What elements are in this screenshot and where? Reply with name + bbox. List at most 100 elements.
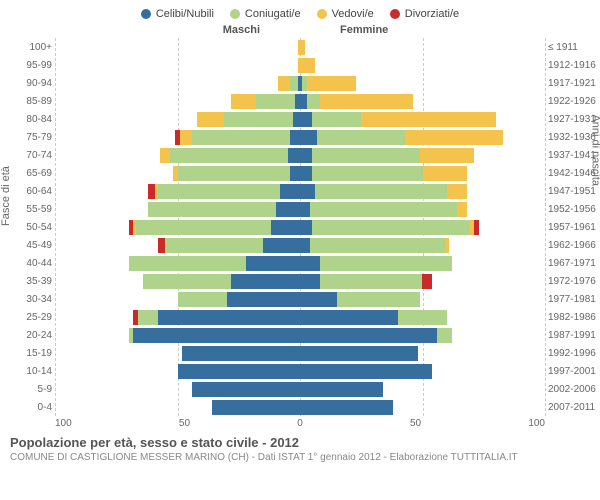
bar-segment [310, 202, 457, 217]
pyramid-row: 80-841927-1931 [55, 110, 545, 128]
birth-year-label: 1997-2001 [548, 366, 600, 377]
birth-year-label: 2007-2011 [548, 402, 600, 413]
female-bar [300, 130, 545, 145]
pyramid-row: 35-391972-1976 [55, 272, 545, 290]
bar-segment [300, 382, 383, 397]
birth-year-label: ≤ 1911 [548, 42, 600, 53]
bar-segment [422, 274, 432, 289]
age-label: 80-84 [12, 114, 52, 125]
bar-segment [271, 220, 300, 235]
age-label: 20-24 [12, 330, 52, 341]
bar-segment [288, 148, 300, 163]
bar-segment [290, 76, 297, 91]
male-bar [55, 274, 300, 289]
pyramid-row: 30-341977-1981 [55, 290, 545, 308]
female-bar [300, 328, 545, 343]
age-label: 75-79 [12, 132, 52, 143]
bar-segment [263, 238, 300, 253]
age-label: 30-34 [12, 294, 52, 305]
legend-item: Vedovi/e [317, 8, 374, 20]
x-tick: 50 [179, 418, 190, 429]
legend: Celibi/Nubili Coniugati/e Vedovi/e Divorzia… [0, 0, 600, 24]
male-bar [55, 382, 300, 397]
header-male: Maschi [55, 24, 300, 36]
x-tick: 100 [528, 418, 545, 429]
age-label: 40-44 [12, 258, 52, 269]
female-bar [300, 202, 545, 217]
male-bar [55, 220, 300, 235]
bar-segment [423, 166, 467, 181]
age-label: 45-49 [12, 240, 52, 251]
age-label: 95-99 [12, 60, 52, 71]
legend-item: Coniugati/e [230, 8, 301, 20]
birth-year-label: 1932-1936 [548, 132, 600, 143]
birth-year-label: 1922-1926 [548, 96, 600, 107]
birth-year-label: 1987-1991 [548, 330, 600, 341]
female-bar [300, 220, 545, 235]
male-bar [55, 292, 300, 307]
bar-segment [276, 202, 301, 217]
bar-segment [160, 148, 170, 163]
bar-segment [290, 166, 300, 181]
birth-year-label: 1917-1921 [548, 78, 600, 89]
bar-segment [398, 310, 447, 325]
bar-segment [307, 76, 356, 91]
male-bar [55, 76, 300, 91]
bar-segment [300, 202, 310, 217]
legend-label: Divorziati/e [405, 8, 459, 20]
bar-segment [278, 76, 290, 91]
pyramid-row: 95-991912-1916 [55, 56, 545, 74]
bar-segment [445, 238, 450, 253]
birth-year-label: 1952-1956 [548, 204, 600, 215]
legend-label: Celibi/Nubili [156, 8, 214, 20]
pyramid-row: 50-541957-1961 [55, 218, 545, 236]
bar-segment [317, 130, 405, 145]
pyramid-row: 20-241987-1991 [55, 326, 545, 344]
birth-year-label: 1977-1981 [548, 294, 600, 305]
male-bar [55, 58, 300, 73]
pyramid-row: 0-42007-2011 [55, 398, 545, 416]
female-bar [300, 94, 545, 109]
legend-swatch [141, 9, 151, 19]
pyramid-row: 75-791932-1936 [55, 128, 545, 146]
pyramid-row: 15-191992-1996 [55, 344, 545, 362]
bar-segment [178, 364, 301, 379]
male-bar [55, 310, 300, 325]
age-label: 60-64 [12, 186, 52, 197]
bar-segment [315, 184, 447, 199]
female-bar [300, 256, 545, 271]
age-label: 0-4 [12, 402, 52, 413]
birth-year-label: 1937-1941 [548, 150, 600, 161]
bar-segment [148, 202, 275, 217]
age-label: 5-9 [12, 384, 52, 395]
legend-label: Coniugati/e [245, 8, 301, 20]
footer: Popolazione per età, sesso e stato civil… [0, 429, 600, 463]
male-bar [55, 364, 300, 379]
age-label: 10-14 [12, 366, 52, 377]
birth-year-label: 1967-1971 [548, 258, 600, 269]
pyramid-row: 55-591952-1956 [55, 200, 545, 218]
male-bar [55, 400, 300, 415]
female-bar [300, 112, 545, 127]
bar-segment [300, 274, 320, 289]
pyramid-row: 70-741937-1941 [55, 146, 545, 164]
bar-segment [192, 130, 290, 145]
bar-segment [307, 94, 319, 109]
bar-segment [158, 310, 300, 325]
male-bar [55, 184, 300, 199]
bar-segment [290, 130, 300, 145]
bar-segment [300, 220, 312, 235]
bar-segment [300, 238, 310, 253]
female-bar [300, 310, 545, 325]
bar-segment [197, 112, 224, 127]
bar-segment [474, 220, 479, 235]
female-bar [300, 292, 545, 307]
bar-segment [320, 94, 413, 109]
age-label: 50-54 [12, 222, 52, 233]
male-bar [55, 346, 300, 361]
bar-segment [136, 220, 271, 235]
male-bar [55, 256, 300, 271]
bar-segment [447, 184, 467, 199]
legend-item: Divorziati/e [390, 8, 459, 20]
x-axis: 10050050100 [0, 416, 600, 429]
